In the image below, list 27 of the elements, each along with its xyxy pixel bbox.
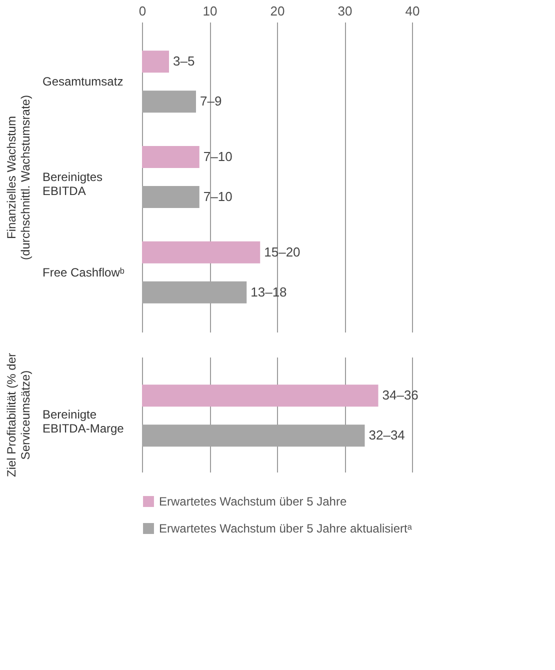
bar bbox=[142, 281, 247, 304]
data-label: 7–10 bbox=[203, 149, 232, 164]
x-tick-label: 20 bbox=[270, 4, 285, 18]
x-tick-label: 0 bbox=[138, 4, 146, 18]
x-tick-label: 30 bbox=[338, 4, 352, 18]
x-tick-label: 10 bbox=[202, 4, 218, 18]
legend-label: Erwartetes Wachstum über 5 Jahre bbox=[159, 494, 347, 508]
data-label: 15–20 bbox=[264, 244, 300, 260]
data-label: 32–34 bbox=[368, 428, 405, 443]
data-label: 3–5 bbox=[173, 54, 195, 69]
x-tick-label: 40 bbox=[405, 4, 420, 18]
legend-label: Erwartetes Wachstum über 5 Jahre aktualisiertᵃ bbox=[159, 522, 412, 536]
y-tick-label: Gesamtumsatz bbox=[42, 74, 124, 89]
y-tick-label: Bereinigte EBITDA-Marge bbox=[42, 408, 124, 436]
y-axis-title: Ziel Profitabilität (% der Serviceumsätze) bbox=[4, 352, 32, 478]
data-label: 34–36 bbox=[382, 388, 418, 403]
data-label: 7–10 bbox=[203, 189, 232, 204]
bar bbox=[142, 146, 200, 168]
y-tick-label: Free Cashflowᵇ bbox=[42, 265, 125, 280]
data-label: 13–18 bbox=[250, 284, 287, 300]
data-label: 7–9 bbox=[200, 94, 222, 109]
bar bbox=[142, 186, 200, 208]
y-axis-title: Finanzielles Wachstum (durchschnittl. Wachstumsrate) bbox=[4, 95, 32, 260]
bar bbox=[142, 50, 169, 73]
bar bbox=[142, 241, 260, 264]
y-tick-label: Bereinigtes EBITDA bbox=[42, 170, 103, 198]
bar bbox=[142, 90, 196, 113]
